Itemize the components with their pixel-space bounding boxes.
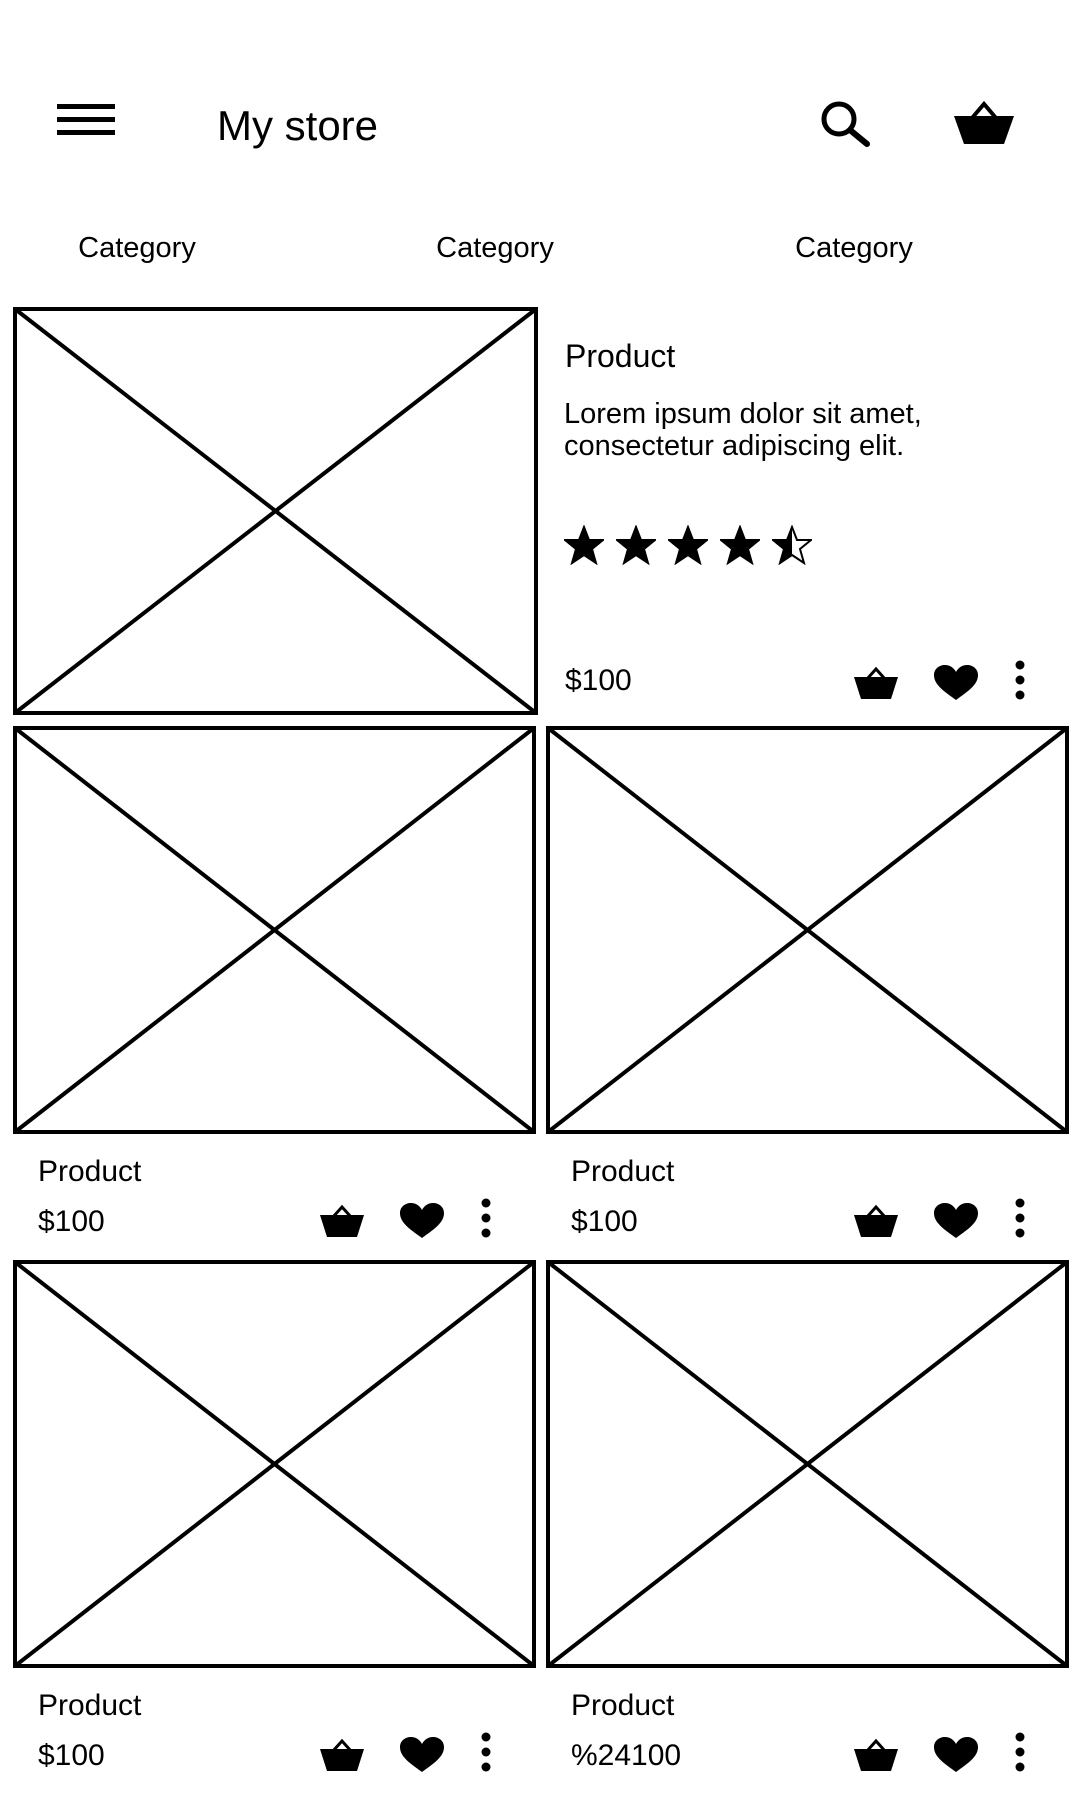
product-image[interactable] [13,726,536,1134]
heart-icon[interactable] [932,1202,980,1245]
more-vertical-icon[interactable] [1012,660,1028,705]
more-vertical-icon[interactable] [478,1198,494,1243]
basket-icon[interactable] [852,1202,900,1245]
product-price: %24100 [571,1739,682,1772]
product-image[interactable] [546,726,1069,1134]
search-icon[interactable] [818,100,874,148]
app-title: My store [217,102,379,149]
star-full-icon [614,524,658,566]
category-tab-1[interactable]: Category [78,232,196,264]
rating-stars [562,524,844,569]
basket-icon[interactable] [318,1736,366,1779]
product-price: $100 [38,1739,105,1772]
product-image[interactable] [546,1260,1069,1668]
star-half-icon [770,524,814,566]
product-price: $100 [571,1205,638,1238]
cart-basket-icon[interactable] [952,98,1016,148]
more-vertical-icon[interactable] [1012,1732,1028,1777]
star-full-icon [562,524,606,566]
heart-icon[interactable] [398,1736,446,1779]
more-vertical-icon[interactable] [478,1732,494,1777]
heart-icon[interactable] [932,1736,980,1779]
heart-icon[interactable] [932,664,980,707]
star-full-icon [718,524,762,566]
product-name[interactable]: Product [571,1155,675,1188]
product-name[interactable]: Product [571,1689,675,1722]
featured-product-name[interactable]: Product [565,338,676,374]
featured-product-image[interactable] [13,307,538,715]
basket-icon[interactable] [852,1736,900,1779]
star-full-icon [666,524,710,566]
product-name[interactable]: Product [38,1689,142,1722]
basket-icon[interactable] [852,664,900,707]
product-image[interactable] [13,1260,536,1668]
more-vertical-icon[interactable] [1012,1198,1028,1243]
basket-icon[interactable] [318,1202,366,1245]
category-tab-2[interactable]: Category [436,232,554,264]
featured-product-description: Lorem ipsum dolor sit amet, consectetur … [564,398,922,462]
category-tab-3[interactable]: Category [795,232,913,264]
product-name[interactable]: Product [38,1155,142,1188]
product-price: $100 [38,1205,105,1238]
heart-icon[interactable] [398,1202,446,1245]
hamburger-menu-icon[interactable] [55,100,119,144]
featured-product-price: $100 [565,664,632,697]
